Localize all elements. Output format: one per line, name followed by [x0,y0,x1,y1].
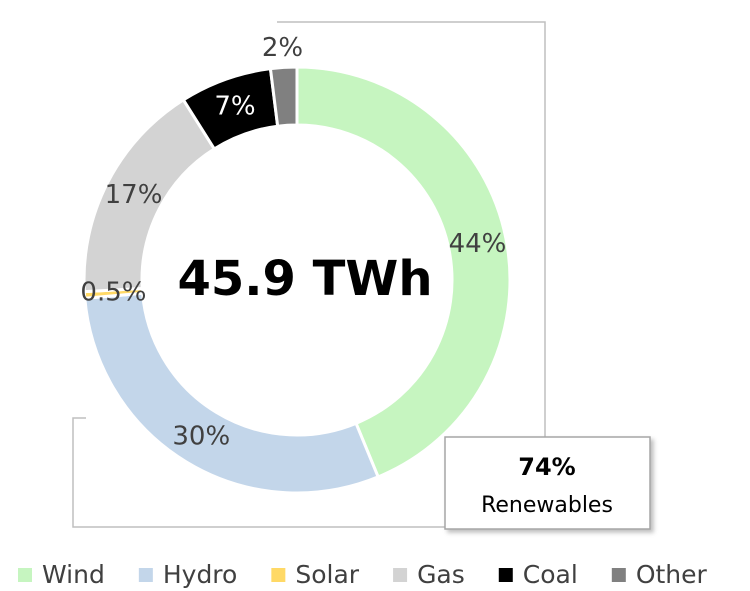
slice [268,65,299,128]
callout-value: 74% [518,453,575,481]
legend-label: Wind [42,560,105,589]
callout-box [444,436,651,530]
data-label: 7% [214,91,255,121]
data-label: 17% [105,180,163,210]
data-label: 30% [172,422,230,452]
legend-label: Gas [417,560,465,589]
slice [295,65,512,479]
legend-swatch [393,568,408,582]
bracket-line [277,21,546,437]
data-label: 44% [449,229,507,259]
legend-swatch [271,568,286,582]
legend: Wind Hydro Solar Gas Coal Other [18,560,708,589]
donut [82,65,512,495]
legend-label: Hydro [163,560,238,589]
data-label: 0.5% [80,277,146,307]
legend-swatch [18,568,32,582]
legend-label: Other [636,560,708,589]
legend-swatch [611,568,626,582]
slice [83,291,381,495]
legend-swatch [498,568,513,582]
legend-swatch [138,568,153,582]
data-label: 2% [262,33,303,63]
legend-label: Solar [295,560,359,589]
legend-label: Coal [523,560,578,589]
center-label: 45.9 TWh [178,251,433,307]
callout-text: Renewables [481,493,613,518]
bracket-line [72,417,445,528]
